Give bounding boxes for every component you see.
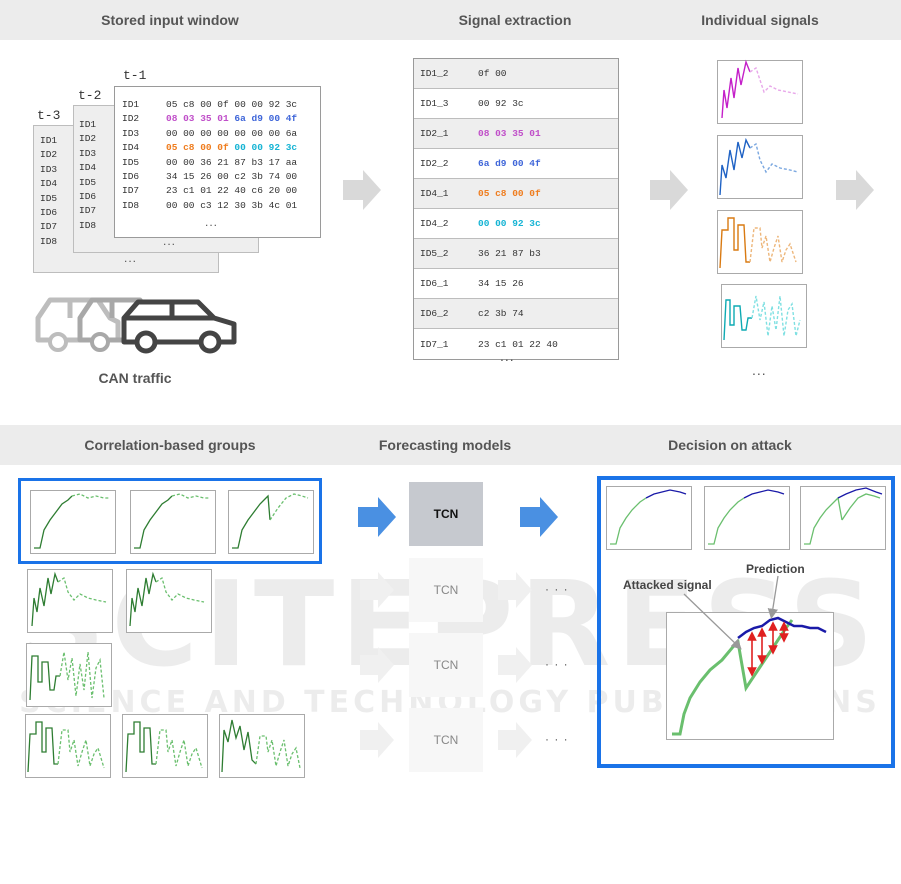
label-t3: t-3 — [37, 108, 61, 123]
prediction-label: Prediction — [746, 562, 805, 576]
signal-row: ID7_1 23 c1 01 22 40 — [420, 338, 558, 350]
header-stored-input: Stored input window — [101, 12, 239, 28]
group4-line-2 — [125, 721, 156, 773]
ellipsis-t1: ... — [205, 215, 219, 229]
signal-line-cyan — [723, 295, 801, 341]
signal-row: ID6_1 34 15 26 — [414, 269, 618, 299]
ids-t3: ID1 ID2 ID3 ID4 ID5 ID6 ID7 ID8 — [40, 135, 58, 247]
zoom-attacked-line — [672, 619, 794, 736]
can-traffic-label: CAN traffic — [98, 370, 172, 386]
faint-arrow-icon — [360, 647, 394, 683]
faint-arrow-icon — [360, 722, 394, 758]
hex-row-1: 05 c8 00 0f 00 00 92 3c — [166, 99, 298, 110]
header-decision: Decision on attack — [668, 437, 792, 453]
signal-thumb-blue — [717, 135, 803, 199]
ellipsis-t3: ... — [124, 251, 138, 265]
signal-thumb-orange — [717, 210, 803, 274]
tcn-model-4: TCN — [409, 708, 483, 772]
signal-table: ID1_2 0f 00 ID1_3 00 92 3c ID2_1 08 03 35 0… — [413, 58, 619, 360]
group1-thumb-3 — [228, 490, 314, 554]
car-icon-back — [35, 297, 121, 343]
signal-row: ID4_1 05 c8 00 0f — [414, 179, 618, 209]
prediction-pointer — [767, 575, 779, 620]
faint-arrow-icon — [498, 572, 532, 608]
window-card-t1 — [114, 86, 321, 238]
group4-line-3 — [221, 719, 257, 773]
signal-row: ID2_1 08 03 35 01 — [414, 119, 618, 149]
signal-row: ID4_2 00 00 92 3c — [414, 209, 618, 239]
top-header-band — [0, 0, 901, 40]
header-signal-extraction: Signal extraction — [458, 12, 572, 28]
tcn-ellipsis-3: · · · — [545, 657, 569, 671]
ids-t1: ID1 ID2 ID3 ID4 ID5 ID6 ID7 ID8 — [122, 99, 140, 211]
group1-thumb-2 — [130, 490, 216, 554]
attacked-pointer — [683, 593, 742, 650]
faint-arrow-icon — [498, 722, 532, 758]
tcn-model-3: TCN — [409, 633, 483, 697]
signal-thumb-cyan — [721, 284, 807, 348]
tcn-ellipsis-2: · · · — [545, 582, 569, 596]
signal-line-orange — [719, 217, 797, 269]
individual-signals-ellipsis: ... — [752, 362, 767, 378]
hex-row-8: 00 00 c3 12 30 3b 4c 01 — [166, 199, 298, 211]
decision-line-1 — [610, 497, 647, 545]
label-t1: t-1 — [123, 68, 147, 83]
signal-row: ID1_3 00 92 3c — [414, 89, 618, 119]
zoom-prediction-line — [737, 616, 827, 639]
bottom-header-band — [0, 425, 901, 465]
hex-row-7: 23 c1 01 22 40 c6 20 00 — [166, 185, 298, 197]
group4-thumb-1 — [25, 714, 111, 778]
decision-line-3 — [804, 496, 843, 545]
faint-arrow-icon — [360, 572, 394, 608]
group1-line-2 — [134, 495, 173, 549]
highlighted-group — [18, 478, 322, 564]
decision-panel — [597, 476, 895, 768]
group1-thumb-1 — [30, 490, 116, 554]
signal-row: ID1_2 0f 00 — [414, 59, 618, 89]
label-t2: t-2 — [78, 88, 102, 103]
blue-arrow-icon-1 — [358, 497, 396, 537]
group4-line-1 — [27, 721, 58, 773]
header-individual-signals: Individual signals — [701, 12, 819, 28]
group4-thumb-2 — [122, 714, 208, 778]
signal-row: ID5_2 36 21 87 b3 — [414, 239, 618, 269]
header-correlation-groups: Correlation-based groups — [84, 437, 256, 453]
group1-line-3 — [232, 494, 271, 549]
attack-deviation-arrows — [747, 621, 789, 677]
arrow-icon-2 — [650, 170, 688, 210]
arrow-icon-3 — [836, 170, 874, 210]
blue-arrow-icon-2 — [520, 497, 558, 537]
hex-row-6: 34 15 26 00 c2 3b 74 00 — [166, 171, 298, 183]
group3-line-1 — [29, 655, 60, 701]
signal-line-magenta — [721, 59, 799, 119]
group1-line-1 — [34, 495, 73, 549]
signal-line-blue — [719, 137, 799, 196]
hex-row-4: 05 c8 00 0f 00 00 92 3c — [166, 142, 298, 154]
group2-line-2 — [129, 571, 157, 627]
hex-row-5: 00 00 36 21 87 b3 17 aa — [166, 156, 298, 168]
car-icon-front — [121, 299, 237, 354]
arrow-icon-1 — [343, 170, 381, 210]
hex-rows-t1: 05 c8 00 0f 00 00 92 3c 08 03 35 01 6a d… — [166, 98, 297, 213]
decision-line-2 — [708, 497, 745, 545]
faint-arrow-icon — [498, 647, 532, 683]
tcn-model-2: TCN — [409, 558, 483, 622]
tcn-model-main: TCN — [409, 482, 483, 546]
group2-line-1 — [31, 571, 59, 627]
attacked-signal-label: Attacked signal — [623, 578, 712, 592]
signal-row: ID6_2 c2 3b 74 — [414, 299, 618, 329]
header-forecasting-models: Forecasting models — [378, 437, 512, 453]
tcn-ellipsis-4: · · · — [545, 732, 569, 746]
hex-row-3: 00 00 00 00 00 00 00 6a — [166, 127, 298, 139]
group2-thumb-1 — [27, 569, 113, 633]
hex-row-2: 08 03 35 01 6a d9 00 4f — [166, 113, 298, 125]
ids-t2: ID1 ID2 ID3 ID4 ID5 ID6 ID7 ID8 — [79, 119, 97, 231]
signal-table-ellipsis: ... — [500, 348, 515, 364]
signal-row: ID2_2 6a d9 00 4f — [414, 149, 618, 179]
ellipsis-t2: ... — [163, 234, 177, 248]
